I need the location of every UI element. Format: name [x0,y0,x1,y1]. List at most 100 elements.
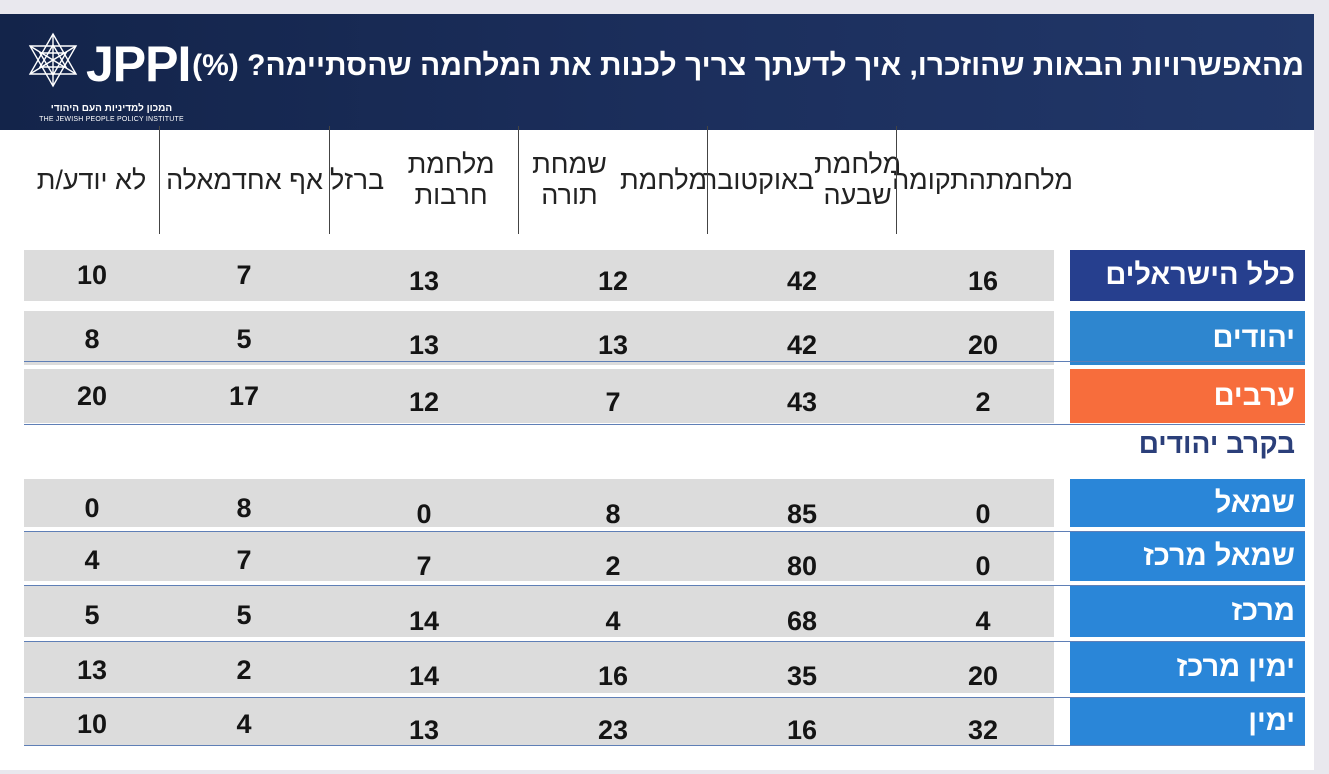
table-row [24,531,1054,581]
row-label-text: ערבים [1213,379,1295,412]
column-separator [707,126,708,234]
value-cell: 12 [597,266,629,296]
value-cell: 4 [84,545,100,575]
value-cell: 14 [408,606,440,636]
value-cell: 7 [605,387,621,417]
column-header-line: מלחמת [619,164,707,195]
jppi-logo: JPPI המכון למדיניות העם היהודי THE JEWIS… [24,31,214,123]
column-header-line: לא יודע/ת [36,164,147,195]
row-label: מרכז [1070,585,1305,637]
column-header-1: מלחמת התקומה [892,126,1073,234]
value-cell: 13 [76,655,108,685]
column-header-line: מלחמת שבעה [814,149,902,210]
row-divider [24,745,1305,746]
value-cell: 2 [605,551,621,581]
row-label: ערבים [1070,369,1305,423]
logo-wordmark: JPPI [86,36,191,92]
column-separator [329,126,330,234]
value-cell: 4 [236,709,252,739]
row-label-text: יהודים [1212,321,1295,354]
table-row [24,585,1054,637]
value-cell: 5 [236,324,252,354]
table-row [24,250,1054,301]
value-cell: 43 [786,387,818,417]
value-cell: 23 [597,715,629,745]
value-cell: 42 [786,330,818,360]
value-cell: 2 [975,387,991,417]
value-cell: 10 [76,260,108,290]
logo-subtitle-hebrew: המכון למדיניות העם היהודי [50,103,173,114]
column-header-line: התקומה [892,164,986,195]
value-cell: 42 [786,266,818,296]
column-header-6: לא יודע/ת [24,126,159,234]
row-divider [24,424,1305,425]
value-cell: 13 [408,715,440,745]
value-cell: 0 [975,551,991,581]
value-cell: 8 [605,499,621,529]
row-divider [24,641,1305,642]
column-header-line: מלחמת [985,164,1073,195]
row-label-text: שמאל [1214,486,1295,519]
value-cell: 8 [84,324,100,354]
value-cell: 20 [967,330,999,360]
value-cell: 10 [76,709,108,739]
logo-subtitle-english: THE JEWISH PEOPLE POLICY INSTITUTE [39,116,184,123]
star-of-david-icon [28,32,78,88]
column-header-line: מלחמת חרבות [407,149,495,210]
column-header-line: ברזל [330,164,385,195]
value-cell: 4 [975,606,991,636]
value-cell: 13 [597,330,629,360]
value-cell: 85 [786,499,818,529]
value-cell: 16 [786,715,818,745]
table-row [24,369,1054,423]
row-divider [24,585,1305,586]
column-header-line: אף אחד [231,164,323,195]
value-cell: 16 [597,661,629,691]
value-cell: 20 [76,381,108,411]
value-cell: 0 [975,499,991,529]
chart-title: מהאפשרויות הבאות שהוזכרו, איך לדעתך צריך… [192,49,1304,82]
value-cell: 32 [967,715,999,745]
row-divider [24,531,1305,532]
table-row [24,641,1054,693]
value-cell: 5 [84,600,100,630]
column-header-2: מלחמת שבעה באוקטובר [703,126,901,234]
table-row [24,311,1054,365]
row-label: שמאל מרכז [1070,531,1305,581]
value-cell: 8 [236,493,252,523]
value-cell: 4 [605,606,621,636]
column-header-4: מלחמת חרבות ברזל [330,126,518,234]
value-cell: 7 [416,551,432,581]
row-label: ימין [1070,697,1305,745]
value-cell: 13 [408,330,440,360]
value-cell: 14 [408,661,440,691]
row-label-text: ימין מרכז [1176,650,1295,683]
value-cell: 5 [236,600,252,630]
table-row [24,697,1054,745]
table-row [24,479,1054,527]
value-cell: 13 [408,266,440,296]
value-cell: 0 [84,493,100,523]
value-cell: 80 [786,551,818,581]
row-label: יהודים [1070,311,1305,365]
value-cell: 35 [786,661,818,691]
column-header-5: אף אחד מאלה [160,126,329,234]
column-header-line: באוקטובר [702,164,815,195]
column-header-line: מאלה [166,164,232,195]
value-cell: 0 [416,499,432,529]
row-label-text: שמאל מרכז [1143,539,1295,572]
section-label-among-jews: בקרב יהודים [1138,428,1295,459]
value-cell: 68 [786,606,818,636]
row-label-text: מרכז [1231,594,1295,627]
row-label-text: ימין [1248,704,1295,737]
column-header-3: מלחמת שמחת תורה [519,126,707,234]
value-cell: 2 [236,655,252,685]
value-cell: 16 [967,266,999,296]
column-header-line: שמחת תורה [532,149,607,210]
row-label: כלל הישראלים [1070,250,1305,301]
row-divider [24,361,1305,362]
row-label: שמאל [1070,479,1305,527]
column-separator [518,126,519,234]
row-label: ימין מרכז [1070,641,1305,693]
row-label-text: כלל הישראלים [1105,259,1295,291]
